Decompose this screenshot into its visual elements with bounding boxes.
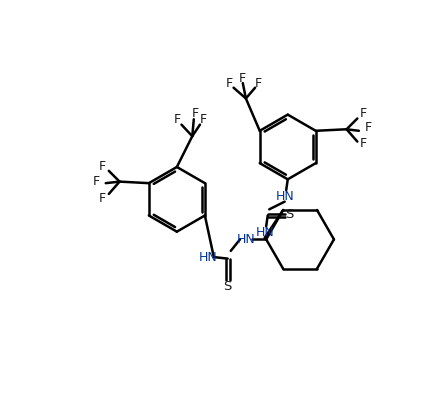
Text: F: F [360,137,367,150]
Text: HN: HN [237,233,255,246]
Text: F: F [360,107,367,120]
Text: HN: HN [255,226,274,239]
Text: F: F [192,106,199,119]
Text: F: F [226,77,233,90]
Text: F: F [255,77,262,90]
Text: S: S [223,280,232,293]
Text: F: F [93,175,100,188]
Text: F: F [200,113,207,126]
Text: F: F [365,121,372,134]
Text: F: F [99,160,106,173]
Text: F: F [239,72,246,85]
Text: F: F [173,113,181,126]
Text: S: S [285,208,294,221]
Text: F: F [99,192,106,205]
Text: HN: HN [275,190,294,203]
Text: HN: HN [198,251,217,264]
